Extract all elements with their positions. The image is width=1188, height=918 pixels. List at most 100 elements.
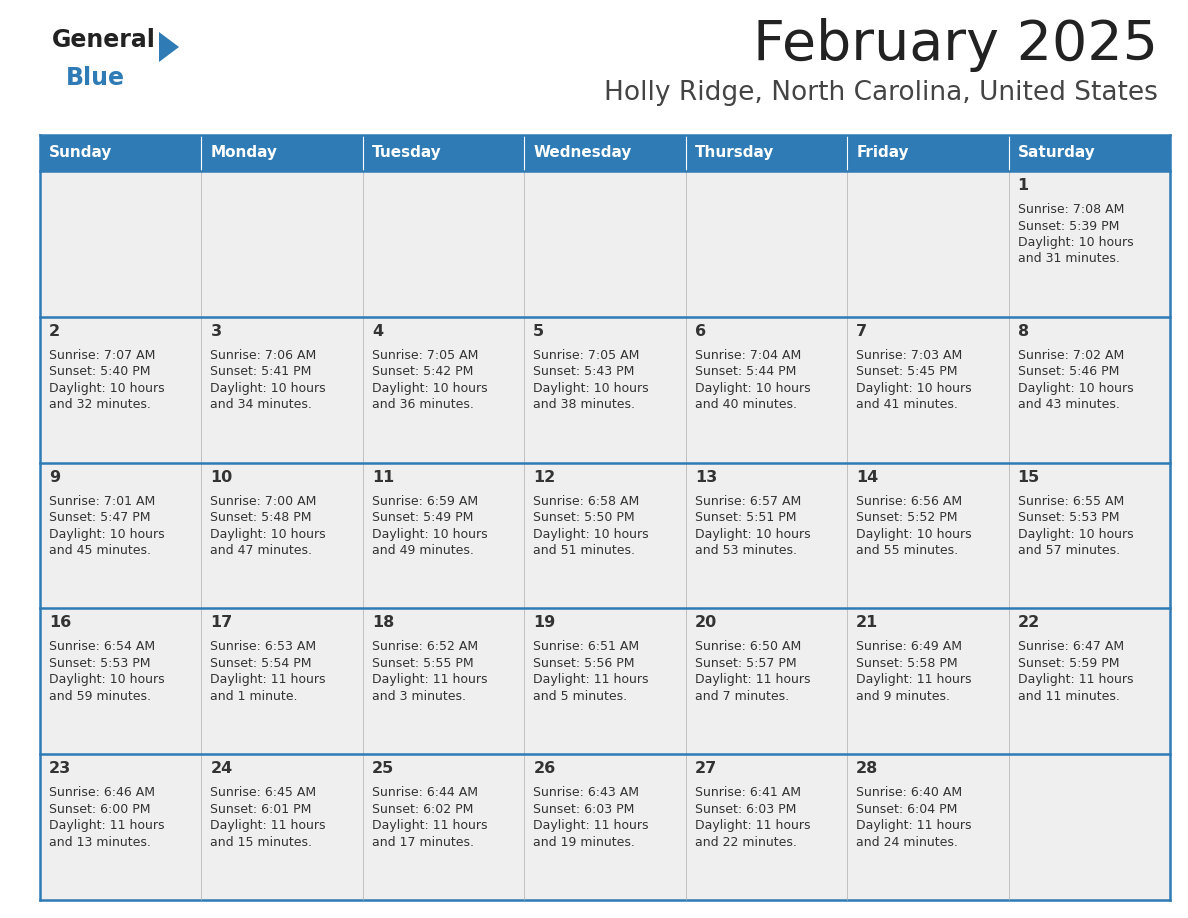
Text: 28: 28 bbox=[857, 761, 878, 777]
Text: Sunset: 5:46 PM: Sunset: 5:46 PM bbox=[1018, 365, 1119, 378]
Text: Sunrise: 7:03 AM: Sunrise: 7:03 AM bbox=[857, 349, 962, 362]
Text: 13: 13 bbox=[695, 470, 718, 485]
Text: 14: 14 bbox=[857, 470, 878, 485]
Text: Daylight: 10 hours
and 36 minutes.: Daylight: 10 hours and 36 minutes. bbox=[372, 382, 487, 411]
Text: 26: 26 bbox=[533, 761, 556, 777]
Bar bbox=[202, 317, 362, 463]
Text: Sunrise: 6:54 AM: Sunrise: 6:54 AM bbox=[49, 641, 156, 654]
Bar bbox=[1009, 135, 1170, 171]
Text: Sunrise: 7:06 AM: Sunrise: 7:06 AM bbox=[210, 349, 317, 362]
Bar bbox=[202, 171, 362, 317]
Text: Sunset: 5:50 PM: Sunset: 5:50 PM bbox=[533, 511, 634, 524]
Text: Sunset: 5:41 PM: Sunset: 5:41 PM bbox=[210, 365, 311, 378]
Text: Sunrise: 6:44 AM: Sunrise: 6:44 AM bbox=[372, 786, 478, 800]
Bar bbox=[40, 755, 202, 900]
Text: Sunrise: 7:05 AM: Sunrise: 7:05 AM bbox=[372, 349, 479, 362]
Text: 1: 1 bbox=[1018, 178, 1029, 193]
Bar bbox=[1009, 755, 1170, 900]
Text: 7: 7 bbox=[857, 324, 867, 339]
Text: Daylight: 10 hours
and 53 minutes.: Daylight: 10 hours and 53 minutes. bbox=[695, 528, 810, 557]
Text: Sunrise: 6:43 AM: Sunrise: 6:43 AM bbox=[533, 786, 639, 800]
Bar bbox=[524, 755, 685, 900]
Text: Daylight: 10 hours
and 47 minutes.: Daylight: 10 hours and 47 minutes. bbox=[210, 528, 326, 557]
Text: 15: 15 bbox=[1018, 470, 1040, 485]
Text: 8: 8 bbox=[1018, 324, 1029, 339]
Text: Sunrise: 6:58 AM: Sunrise: 6:58 AM bbox=[533, 495, 639, 508]
Text: Sunrise: 6:40 AM: Sunrise: 6:40 AM bbox=[857, 786, 962, 800]
Bar bbox=[685, 609, 847, 755]
Text: Sunrise: 7:07 AM: Sunrise: 7:07 AM bbox=[49, 349, 156, 362]
Bar bbox=[362, 317, 524, 463]
Text: 25: 25 bbox=[372, 761, 394, 777]
Text: Sunrise: 6:56 AM: Sunrise: 6:56 AM bbox=[857, 495, 962, 508]
Text: 16: 16 bbox=[49, 615, 71, 631]
Text: 3: 3 bbox=[210, 324, 221, 339]
Text: Sunrise: 6:46 AM: Sunrise: 6:46 AM bbox=[49, 786, 154, 800]
Text: 2: 2 bbox=[49, 324, 61, 339]
Text: Sunrise: 6:47 AM: Sunrise: 6:47 AM bbox=[1018, 641, 1124, 654]
Bar bbox=[847, 755, 1009, 900]
Bar bbox=[685, 755, 847, 900]
Text: Sunset: 5:51 PM: Sunset: 5:51 PM bbox=[695, 511, 796, 524]
Text: 22: 22 bbox=[1018, 615, 1040, 631]
Text: Daylight: 10 hours
and 34 minutes.: Daylight: 10 hours and 34 minutes. bbox=[210, 382, 326, 411]
Text: Sunset: 5:44 PM: Sunset: 5:44 PM bbox=[695, 365, 796, 378]
Text: Thursday: Thursday bbox=[695, 145, 775, 161]
Text: Daylight: 10 hours
and 59 minutes.: Daylight: 10 hours and 59 minutes. bbox=[49, 674, 165, 703]
Text: Daylight: 10 hours
and 32 minutes.: Daylight: 10 hours and 32 minutes. bbox=[49, 382, 165, 411]
Text: Sunrise: 6:55 AM: Sunrise: 6:55 AM bbox=[1018, 495, 1124, 508]
Text: Daylight: 10 hours
and 38 minutes.: Daylight: 10 hours and 38 minutes. bbox=[533, 382, 649, 411]
Text: Daylight: 11 hours
and 11 minutes.: Daylight: 11 hours and 11 minutes. bbox=[1018, 674, 1133, 703]
Text: General: General bbox=[52, 28, 156, 52]
Text: Daylight: 11 hours
and 7 minutes.: Daylight: 11 hours and 7 minutes. bbox=[695, 674, 810, 703]
Text: 12: 12 bbox=[533, 470, 556, 485]
Text: 23: 23 bbox=[49, 761, 71, 777]
Text: 17: 17 bbox=[210, 615, 233, 631]
Text: Sunrise: 6:59 AM: Sunrise: 6:59 AM bbox=[372, 495, 478, 508]
Text: Tuesday: Tuesday bbox=[372, 145, 442, 161]
Bar bbox=[40, 171, 202, 317]
Text: 19: 19 bbox=[533, 615, 556, 631]
Text: Sunrise: 6:50 AM: Sunrise: 6:50 AM bbox=[695, 641, 801, 654]
Text: February 2025: February 2025 bbox=[753, 18, 1158, 72]
Text: Sunset: 5:39 PM: Sunset: 5:39 PM bbox=[1018, 219, 1119, 232]
Bar bbox=[362, 755, 524, 900]
Text: Sunset: 5:45 PM: Sunset: 5:45 PM bbox=[857, 365, 958, 378]
Text: Daylight: 11 hours
and 17 minutes.: Daylight: 11 hours and 17 minutes. bbox=[372, 819, 487, 849]
Text: Sunset: 6:03 PM: Sunset: 6:03 PM bbox=[533, 802, 634, 816]
Text: Sunrise: 6:51 AM: Sunrise: 6:51 AM bbox=[533, 641, 639, 654]
Text: Sunset: 6:03 PM: Sunset: 6:03 PM bbox=[695, 802, 796, 816]
Text: Sunrise: 7:01 AM: Sunrise: 7:01 AM bbox=[49, 495, 156, 508]
Text: Daylight: 11 hours
and 15 minutes.: Daylight: 11 hours and 15 minutes. bbox=[210, 819, 326, 849]
Text: Daylight: 11 hours
and 9 minutes.: Daylight: 11 hours and 9 minutes. bbox=[857, 674, 972, 703]
Text: Sunrise: 6:53 AM: Sunrise: 6:53 AM bbox=[210, 641, 316, 654]
Text: Daylight: 11 hours
and 19 minutes.: Daylight: 11 hours and 19 minutes. bbox=[533, 819, 649, 849]
Text: Daylight: 11 hours
and 5 minutes.: Daylight: 11 hours and 5 minutes. bbox=[533, 674, 649, 703]
Text: Daylight: 10 hours
and 49 minutes.: Daylight: 10 hours and 49 minutes. bbox=[372, 528, 487, 557]
Text: 27: 27 bbox=[695, 761, 718, 777]
Text: Daylight: 10 hours
and 41 minutes.: Daylight: 10 hours and 41 minutes. bbox=[857, 382, 972, 411]
Text: Sunset: 5:54 PM: Sunset: 5:54 PM bbox=[210, 657, 312, 670]
Text: Daylight: 11 hours
and 22 minutes.: Daylight: 11 hours and 22 minutes. bbox=[695, 819, 810, 849]
Text: Daylight: 11 hours
and 1 minute.: Daylight: 11 hours and 1 minute. bbox=[210, 674, 326, 703]
Text: Sunset: 6:01 PM: Sunset: 6:01 PM bbox=[210, 802, 311, 816]
Text: Sunset: 5:57 PM: Sunset: 5:57 PM bbox=[695, 657, 796, 670]
Bar bbox=[847, 609, 1009, 755]
Text: Sunset: 5:53 PM: Sunset: 5:53 PM bbox=[1018, 511, 1119, 524]
Text: Friday: Friday bbox=[857, 145, 909, 161]
Bar bbox=[40, 317, 202, 463]
Text: Sunrise: 7:02 AM: Sunrise: 7:02 AM bbox=[1018, 349, 1124, 362]
Bar bbox=[1009, 317, 1170, 463]
Text: Sunset: 5:52 PM: Sunset: 5:52 PM bbox=[857, 511, 958, 524]
Text: Sunset: 5:47 PM: Sunset: 5:47 PM bbox=[49, 511, 151, 524]
Text: 5: 5 bbox=[533, 324, 544, 339]
Polygon shape bbox=[159, 32, 179, 62]
Text: 18: 18 bbox=[372, 615, 394, 631]
Bar bbox=[1009, 171, 1170, 317]
Bar bbox=[524, 135, 685, 171]
Bar bbox=[362, 463, 524, 609]
Bar bbox=[40, 135, 202, 171]
Text: Sunrise: 6:52 AM: Sunrise: 6:52 AM bbox=[372, 641, 478, 654]
Text: 21: 21 bbox=[857, 615, 878, 631]
Bar bbox=[524, 463, 685, 609]
